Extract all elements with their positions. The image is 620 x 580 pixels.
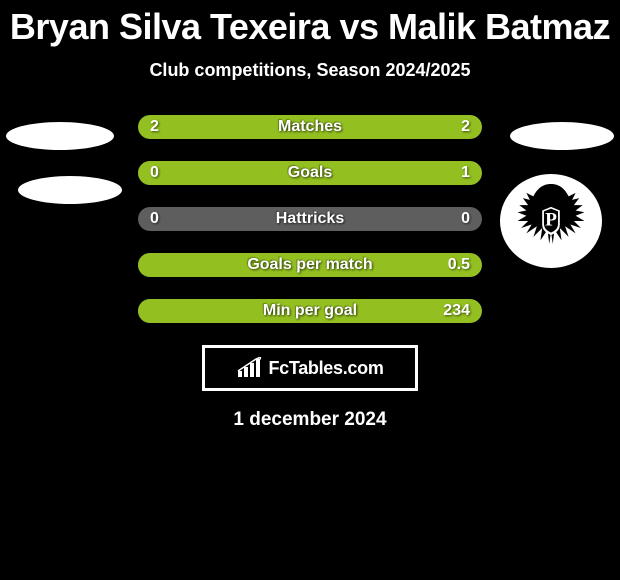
chart-icon — [236, 357, 262, 379]
stat-value-left: 2 — [150, 118, 159, 136]
stat-row: 0 Hattricks 0 — [138, 207, 482, 231]
stat-value-right: 0.5 — [448, 256, 470, 274]
stat-value-right: 234 — [443, 302, 470, 320]
stats-list: 2 Matches 2 0 Goals 1 0 Hattricks 0 Goals per mat… — [138, 115, 482, 323]
brand-box[interactable]: FcTables.com — [202, 345, 418, 391]
player-left-marker-1 — [6, 122, 114, 150]
stat-row: Min per goal 234 — [138, 299, 482, 323]
stat-value-left: 0 — [150, 210, 159, 228]
brand-label: FcTables.com — [268, 358, 383, 379]
stat-label: Goals — [288, 164, 332, 182]
date-label: 1 december 2024 — [0, 409, 620, 431]
stat-value-right: 1 — [461, 164, 470, 182]
svg-text:P: P — [545, 209, 557, 230]
stat-value-right: 2 — [461, 118, 470, 136]
player-left-marker-2 — [18, 176, 122, 204]
player-right-marker — [510, 122, 614, 150]
stat-label: Goals per match — [247, 256, 372, 274]
stat-row: Goals per match 0.5 — [138, 253, 482, 277]
eagle-icon: P — [507, 177, 595, 265]
subtitle: Club competitions, Season 2024/2025 — [0, 60, 620, 81]
stat-row: 0 Goals 1 — [138, 161, 482, 185]
club-badge: P — [500, 174, 602, 268]
stat-label: Min per goal — [263, 302, 357, 320]
stat-label: Matches — [278, 118, 342, 136]
page-title: Bryan Silva Texeira vs Malik Batmaz — [0, 0, 620, 48]
stat-row: 2 Matches 2 — [138, 115, 482, 139]
stat-label: Hattricks — [276, 210, 344, 228]
stat-value-left: 0 — [150, 164, 159, 182]
stat-value-right: 0 — [461, 210, 470, 228]
